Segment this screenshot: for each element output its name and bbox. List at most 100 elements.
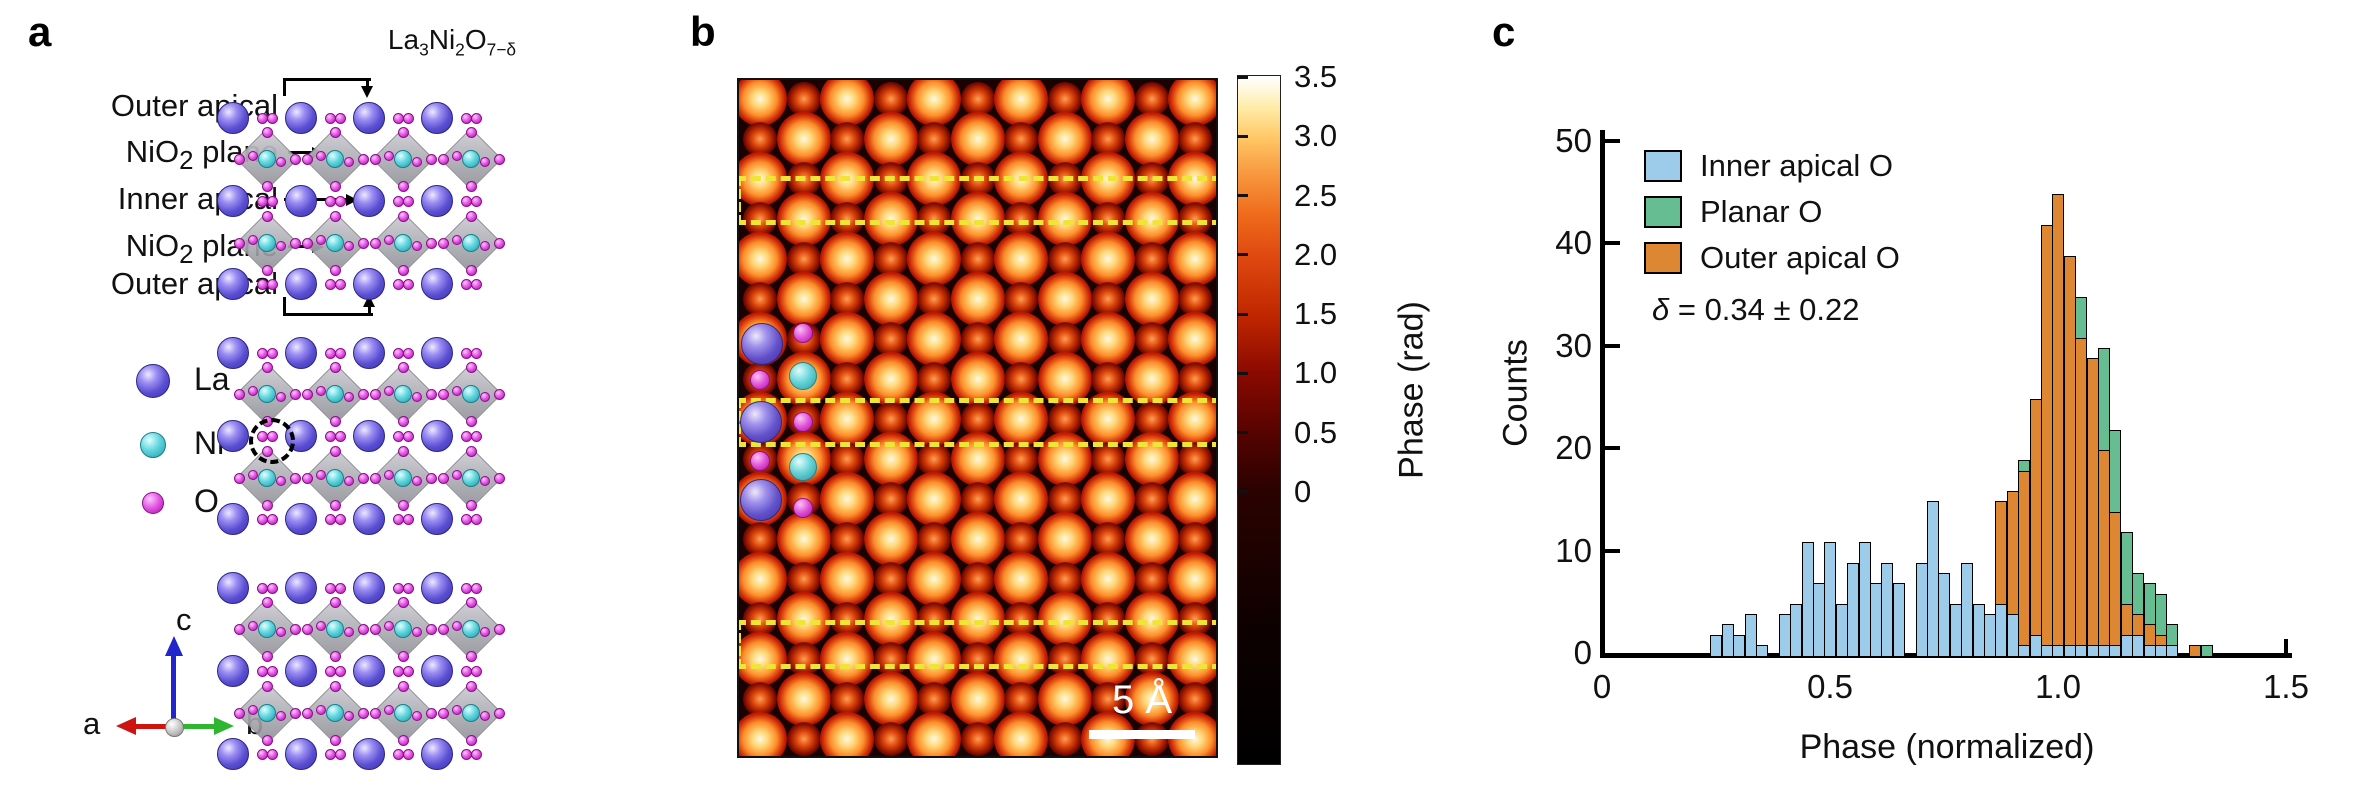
histogram-bar [2086, 358, 2099, 657]
lanthanum-atom-icon [217, 185, 249, 217]
dim-column-spot-icon [917, 602, 951, 636]
oxygen-atom-icon [452, 151, 462, 161]
dim-column-spot-icon [786, 242, 821, 276]
dim-column-spot-icon [1178, 682, 1212, 716]
dim-column-spot-icon [1047, 562, 1082, 596]
lanthanum-atom-icon [353, 102, 385, 134]
legend-series-label: Inner apical O [1700, 148, 1893, 183]
oxygen-atom-icon [276, 711, 286, 721]
oxygen-atom-icon [344, 157, 354, 167]
lanthanum-atom-icon [353, 655, 385, 687]
oxygen-atom-icon [465, 734, 477, 746]
bright-column-spot-icon [1037, 512, 1092, 566]
lanthanum-atom-icon [217, 268, 249, 300]
oxygen-atom-icon [465, 680, 477, 692]
histogram-bar [2018, 644, 2031, 657]
oxygen-atom-icon [392, 665, 404, 677]
dim-column-spot-icon [960, 722, 995, 756]
oxygen-atom-icon [402, 748, 414, 760]
b-axis-arrow-icon [176, 724, 216, 729]
bright-column-spot-icon [863, 432, 918, 486]
bright-column-spot-icon [1168, 552, 1216, 606]
nickel-atom-icon [394, 234, 412, 252]
dim-column-spot-icon [1004, 122, 1038, 156]
lanthanum-atom-icon [421, 337, 453, 369]
oxygen-atom-icon [397, 734, 409, 746]
oxygen-atom-icon [460, 430, 472, 442]
bright-column-spot-icon [994, 80, 1048, 126]
oxygen-atom-icon [289, 237, 301, 249]
bright-column-spot-icon [776, 192, 831, 246]
oxygen-atom-icon [402, 582, 414, 594]
histogram-bar [1778, 614, 1791, 657]
oxygen-atom-icon [261, 126, 273, 138]
bright-column-spot-icon [1037, 672, 1092, 726]
oxygen-atom-icon [256, 582, 268, 594]
oxygen-atom-icon [266, 278, 278, 290]
oxygen-atom-icon [324, 112, 336, 124]
dim-column-spot-icon [743, 522, 777, 556]
oxygen-atom-icon [470, 582, 482, 594]
oxygen-atom-icon [465, 499, 477, 511]
colorbar-tick-label: 1.0 [1294, 355, 1338, 391]
dim-column-spot-icon [960, 562, 995, 596]
colorbar-tick-label: 2.0 [1294, 236, 1338, 272]
lanthanum-atom-icon [285, 185, 317, 217]
oxygen-atom-icon [465, 415, 477, 427]
oxygen-atom-icon [344, 711, 354, 721]
dim-column-spot-icon [1047, 642, 1082, 676]
nickel-atom-icon [326, 234, 344, 252]
y-tick-label: 10 [1555, 531, 1592, 569]
panel-a-letter: a [28, 8, 52, 55]
axes-origin-sphere-icon [165, 718, 184, 737]
oxygen-atom-icon [329, 650, 341, 662]
bracket-top-right-leg [366, 78, 369, 86]
lanthanum-atom-icon [217, 738, 249, 770]
ni-legend-sphere-icon [140, 432, 166, 458]
histogram-bar [2143, 644, 2156, 657]
oxygen-atom-icon [289, 472, 301, 484]
dim-column-spot-icon [1134, 722, 1169, 756]
oxygen-atom-icon [324, 748, 336, 760]
scale-bar [1089, 730, 1195, 739]
oxygen-atom-icon [369, 237, 381, 249]
bright-column-spot-icon [863, 352, 918, 406]
nickel-atom-icon [462, 704, 480, 722]
oxygen-atom-icon [397, 650, 409, 662]
phase-image: 5 Å [737, 78, 1218, 758]
histogram-bar [2063, 644, 2076, 657]
oxygen-atom-icon [248, 151, 258, 161]
nickel-atom-icon [258, 385, 276, 403]
colorbar-tick-icon [1237, 194, 1248, 198]
bright-column-spot-icon [1124, 192, 1179, 246]
oxygen-atom-icon [256, 347, 268, 359]
oxygen-atom-icon [329, 596, 341, 608]
histogram-bar [2040, 224, 2053, 657]
dim-column-spot-icon [960, 322, 995, 356]
dim-column-spot-icon [917, 282, 951, 316]
dim-column-spot-icon [1091, 522, 1125, 556]
lanthanum-atom-icon [353, 572, 385, 604]
oxygen-atom-icon [256, 748, 268, 760]
bright-column-spot-icon [1081, 472, 1135, 526]
oxygen-atom-icon [412, 241, 422, 251]
lanthanum-atom-icon [285, 503, 317, 535]
bright-column-spot-icon [1037, 272, 1092, 326]
colorbar-tick-icon [1237, 431, 1248, 435]
bright-column-spot-icon [994, 552, 1048, 606]
oxygen-atom-icon [301, 388, 313, 400]
oxygen-atom-icon [261, 596, 273, 608]
bright-column-spot-icon [863, 192, 918, 246]
dim-column-spot-icon [1091, 442, 1125, 476]
oxygen-atom-icon [493, 388, 505, 400]
dim-column-spot-icon [1047, 242, 1082, 276]
bright-column-spot-icon [1081, 232, 1135, 286]
oxygen-atom-icon [402, 513, 414, 525]
oxygen-atom-icon [329, 680, 341, 692]
bright-column-spot-icon [1124, 512, 1179, 566]
a-axis-arrow-icon [134, 724, 176, 729]
bright-column-spot-icon [994, 312, 1048, 366]
oxygen-atom-icon [412, 157, 422, 167]
oxygen-atom-icon [465, 126, 477, 138]
oxygen-atom-icon [329, 264, 341, 276]
